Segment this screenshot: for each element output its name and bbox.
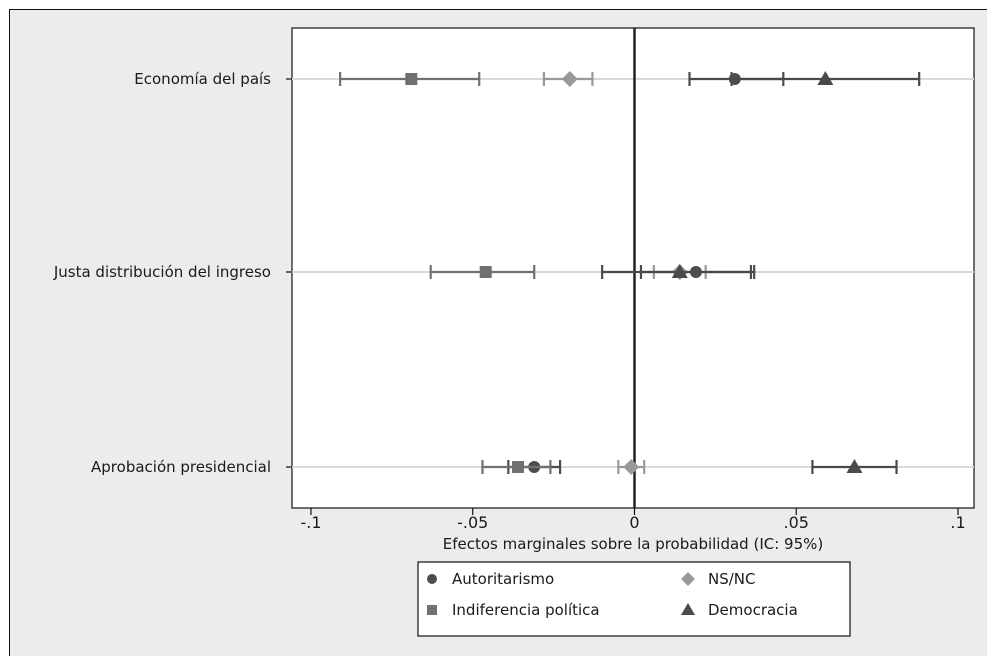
x-tick-label: -.1 [300,513,321,532]
point-marker [671,264,688,278]
series-democracia [601,71,921,474]
x-tick-label: -.05 [457,513,488,532]
point-marker [817,71,834,85]
legend-box [417,561,851,637]
plot-area [291,27,975,509]
series-indiferencia-pol-tica [339,72,552,474]
point-marker [846,459,863,473]
ci-bar [688,72,921,86]
legend-label: Autoritarismo [452,570,554,588]
x-tick-label: 0 [629,513,639,532]
point-marker [623,459,640,475]
legend: Autoritarismo NS/NC Indiferencia política D… [427,570,798,619]
x-axis-label: Efectos marginales sobre la probabilidad… [443,535,823,553]
y-axis-labels: Economía del país Justa distribución del … [53,70,292,476]
series-layer [339,71,921,475]
y-tick-label: Aprobación presidencial [91,458,271,476]
y-tick-label: Justa distribución del ingreso [53,263,271,281]
legend-label: Democracia [708,601,798,619]
legend-marker [681,572,695,586]
point-marker [512,461,525,473]
x-axis: -.1 -.05 0 .05 .1 [300,508,966,532]
point-marker [405,73,418,85]
x-tick-label: .05 [784,513,809,532]
point-marker [561,71,578,87]
y-tick-label: Economía del país [134,70,271,88]
legend-label: NS/NC [708,570,756,588]
legend-label: Indiferencia política [452,601,600,619]
legend-marker [427,574,437,584]
legend-marker [681,603,695,615]
legend-marker [427,605,437,615]
point-marker [479,266,492,278]
x-tick-label: .1 [950,513,965,532]
